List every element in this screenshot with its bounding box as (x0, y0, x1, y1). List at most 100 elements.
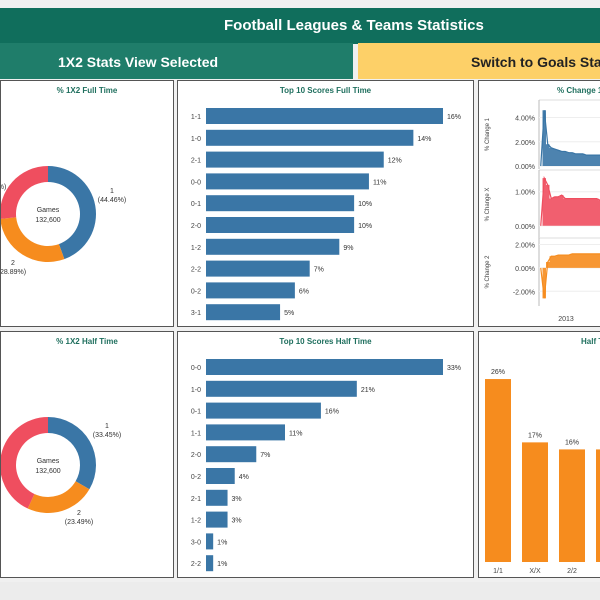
bar-category-label: 1-2 (191, 518, 201, 525)
change-chart: 4.00% 2.00% 0.00% % Change 1 1.00% 0.00% % Cha… (485, 99, 600, 323)
bar-value-label: 5% (284, 310, 294, 317)
bar-value-label: 33% (447, 365, 461, 372)
change-tick-label: 2.00% (515, 140, 535, 147)
slice-name-label: 1 (105, 423, 109, 430)
bar-category-label: 1/1 (493, 568, 503, 575)
change-x-tick: 2013 (558, 316, 574, 323)
bar-category-label: 2/2 (567, 568, 577, 575)
bar-X/X (522, 442, 548, 562)
bar-3-1 (206, 304, 281, 321)
bar-0-0 (206, 173, 369, 190)
slice-value-label: (33.45%) (93, 432, 121, 439)
donut-slice-1 (48, 417, 96, 490)
donut-full-title: % 1X2 Full Time (56, 86, 118, 95)
bar-value-label: 21% (361, 387, 375, 394)
scores-half-title: Top 10 Scores Half Time (279, 337, 372, 346)
half-full-title: Half Time / Full Time (581, 337, 600, 346)
donut-slice-1 (48, 166, 97, 260)
bar-value-label: 10% (358, 201, 372, 208)
half-full-chart: 26%1/117%X/X16%2/216%X/1 (485, 369, 600, 575)
donut-center-label: Games (37, 207, 60, 214)
bar-category-label: 1-1 (191, 114, 201, 121)
donut-slice-2 (1, 217, 65, 262)
donut-slice-X (1, 166, 48, 219)
bar-value-label: 16% (447, 114, 461, 121)
donut-half-panel: % 1X2 Half Time 1 (33.45%) 2 (23.49%) Games 1… (0, 331, 174, 578)
bar-category-label: 1-0 (191, 136, 201, 143)
scores-half-chart: 0-0 33% 1-0 21% 0-1 16% 1-1 11% 2-0 7% 0-2 4% 2-1 3% 1… (191, 359, 461, 572)
change-area-0 (539, 110, 600, 166)
bar-value-label: 3% (232, 518, 242, 525)
bar-category-label: 0-1 (191, 409, 201, 416)
bar-value-label: 4% (239, 474, 249, 481)
bar-category-label: 0-2 (191, 288, 201, 295)
donut-slice-2 (27, 481, 90, 513)
bar-value-label: 9% (343, 245, 353, 252)
change-tick-label: 4.00% (515, 116, 535, 123)
bar-category-label: 2-1 (191, 496, 201, 503)
scores-full-chart: 1-1 16% 1-0 14% 2-1 12% 0-0 11% 0-1 10% 2-0 10% 1-2 9… (191, 108, 461, 321)
bar-category-label: 1-2 (191, 245, 201, 252)
bar-category-label: 2-0 (191, 452, 201, 459)
bar-2-0 (206, 446, 257, 463)
bar-category-label: 2-2 (191, 561, 201, 568)
change-tick-label: -2.00% (513, 289, 535, 296)
bar-category-label: 0-2 (191, 474, 201, 481)
donut-center-value: 132,600 (35, 468, 60, 475)
bar-category-label: 1-1 (191, 430, 201, 437)
donut-half-title: % 1X2 Half Time (56, 337, 118, 346)
bar-0-0 (206, 359, 443, 375)
bar-category-label: 2-0 (191, 223, 201, 230)
bar-category-label: 0-1 (191, 201, 201, 208)
slice-name-label: 2 (11, 260, 15, 267)
bar-category-label: 3-0 (191, 539, 201, 546)
bar-0-2 (206, 468, 235, 484)
stats-view-button[interactable]: 1X2 Stats View Selected (0, 43, 353, 79)
bar-X/1 (596, 449, 600, 562)
bar-value-label: 3% (232, 496, 242, 503)
bar-value-label: 14% (417, 136, 431, 143)
bar-1-2 (206, 238, 340, 255)
bar-1-1 (206, 108, 443, 124)
bar-value-label: 6% (299, 288, 309, 295)
bar-value-label: 17% (528, 432, 542, 439)
slice-value-label: %) (1, 184, 6, 191)
bar-1/1 (485, 379, 511, 562)
slice-value-label: (23.49%) (65, 519, 93, 526)
change-tick-label: 2.00% (515, 243, 535, 250)
bar-value-label: 11% (373, 179, 387, 186)
bar-2-1 (206, 489, 228, 506)
switch-goals-button[interactable]: Switch to Goals Stats (358, 43, 600, 79)
bar-2-2 (206, 260, 310, 277)
bar-value-label: 16% (325, 409, 339, 416)
bar-value-label: 1% (217, 561, 227, 568)
slice-value-label: (44.46%) (98, 197, 126, 204)
bar-3-0 (206, 533, 214, 550)
bar-value-label: 7% (314, 267, 324, 274)
half-full-panel: Half Time / Full Time 26% 1/1 17% X/X 16% 2/2… (478, 331, 600, 578)
bar-1-0 (206, 380, 357, 397)
bar-2-2 (206, 555, 214, 572)
bar-0-1 (206, 195, 355, 212)
donut-half-chart: 1 (33.45%) 2 (23.49%) Games 132,600 (1, 417, 121, 526)
slice-name-label: 1 (110, 188, 114, 195)
slice-name-label: 2 (77, 510, 81, 517)
change-tick-label: 1.00% (515, 190, 535, 197)
change-panel: % Change 1 4.00% 2.00% 0.00% % Change 1 1.00… (478, 80, 600, 327)
change-line-1 (540, 175, 600, 226)
bar-category-label: 0-0 (191, 179, 201, 186)
slice-value-label: 28.89%) (1, 269, 26, 276)
donut-center-label: Games (37, 458, 60, 465)
bar-2/2 (559, 449, 585, 562)
change-ylabel: % Change X (485, 188, 491, 222)
bar-value-label: 10% (358, 223, 372, 230)
donut-full-chart: 1 (44.46%) 2 28.89%)%) Games 132,600 (1, 166, 126, 276)
footer-strip (0, 582, 600, 600)
bar-0-1 (206, 402, 321, 419)
bar-1-0 (206, 129, 414, 146)
dashboard-header: Football Leagues & Teams Statistics (0, 8, 600, 44)
bar-value-label: 11% (289, 430, 303, 437)
donut-slice-X (1, 417, 48, 509)
bar-1-1 (206, 424, 285, 441)
change-title: % Change 1 (557, 86, 600, 95)
